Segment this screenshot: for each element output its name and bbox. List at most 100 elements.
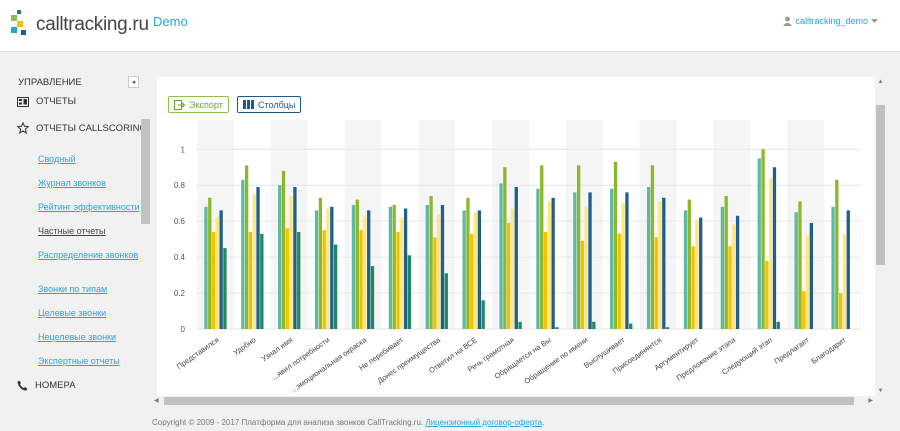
columns-button[interactable]: Столбцы: [237, 96, 302, 113]
scroll-right-arrow[interactable]: ▶: [868, 398, 873, 404]
bar: [507, 222, 511, 329]
bar: [765, 260, 769, 329]
bar: [211, 231, 216, 329]
bar: [396, 231, 400, 329]
x-tick-label: Удобно: [232, 335, 258, 357]
sidebar-item-callscoring[interactable]: ОТЧЕТЫ CALLSCORING: [17, 122, 147, 134]
bar: [330, 206, 334, 329]
bar: [367, 210, 371, 329]
bar: [204, 206, 208, 329]
sidebar-link-expert-reports[interactable]: Экспертные отчеты: [38, 356, 120, 366]
bar: [297, 231, 301, 329]
bar: [215, 217, 219, 329]
columns-button-label: Столбцы: [258, 99, 296, 110]
sidebar-item-label: ОТЧЕТЫ: [36, 96, 77, 107]
bar: [839, 293, 843, 329]
bar: [318, 197, 323, 329]
export-button-label: Экспорт: [189, 99, 223, 110]
bar: [658, 201, 662, 329]
logo-text: calltracking.ru: [36, 14, 149, 35]
bar: [802, 291, 806, 329]
bar: [481, 300, 485, 329]
bar: [761, 149, 765, 329]
user-menu[interactable]: calltracking_demo: [783, 16, 878, 26]
bar: [314, 210, 319, 329]
bar: [662, 197, 666, 329]
main-vertical-scrollbar-thumb[interactable]: [876, 105, 885, 265]
demo-link[interactable]: Demo: [153, 14, 188, 29]
main-horizontal-scrollbar[interactable]: ◀ ▶: [152, 396, 875, 406]
main-horizontal-scrollbar-thumb[interactable]: [164, 397, 854, 405]
logo[interactable]: calltracking.ru: [8, 10, 149, 42]
bar: [466, 197, 470, 329]
category-band: [565, 120, 603, 329]
bar: [573, 192, 577, 329]
sidebar-item-reports[interactable]: ОТЧЕТЫ: [17, 96, 76, 107]
category-band: [197, 120, 234, 329]
scroll-down-arrow[interactable]: ▼: [877, 388, 884, 394]
x-tick-label: Обращение по имени: [522, 335, 589, 386]
scroll-left-arrow[interactable]: ◀: [154, 398, 159, 404]
bar: [769, 178, 773, 329]
bar: [388, 206, 393, 329]
bar: [846, 210, 850, 329]
bar: [724, 195, 728, 329]
bar: [805, 235, 810, 329]
reports-icon: [17, 96, 29, 107]
export-button[interactable]: Экспорт: [168, 96, 229, 113]
bar: [359, 230, 363, 329]
bar: [654, 237, 658, 329]
bar: [610, 188, 614, 329]
scroll-up-arrow[interactable]: ▲: [877, 79, 884, 85]
bar: [580, 240, 585, 329]
sidebar-link-nontarget-calls[interactable]: Нецелевые звонки: [38, 332, 117, 342]
x-tick-label: Благодарит: [810, 335, 849, 366]
bar: [326, 208, 330, 329]
x-tick-label: Представился: [175, 335, 221, 371]
footer-copyright: Copyright © 2009 - 2017 Платформа для ан…: [152, 418, 424, 427]
main-vertical-scrollbar[interactable]: ▲ ▼: [875, 77, 886, 397]
bar: [540, 165, 544, 329]
bar: [518, 321, 522, 329]
sidebar-link-call-log[interactable]: Журнал звонков: [38, 178, 106, 188]
sidebar-link-private-reports[interactable]: Частные отчеты: [38, 226, 106, 236]
sidebar-link-efficiency-rating[interactable]: Рейтинг эффективности: [38, 202, 140, 212]
category-band: [344, 120, 382, 329]
user-name: calltracking_demo: [795, 16, 868, 26]
bar: [248, 231, 253, 329]
sidebar-link-calls-by-type[interactable]: Звонки по типам: [38, 284, 108, 294]
license-link[interactable]: Лицензионный договор-оферта: [425, 418, 543, 427]
bar: [333, 244, 338, 329]
bar: [592, 321, 596, 329]
bar: [440, 204, 445, 329]
sidebar-collapse-button[interactable]: ◂: [128, 76, 139, 88]
bar: [407, 255, 412, 329]
bar: [462, 210, 466, 329]
x-tick-label: Предлагает: [772, 335, 811, 366]
bar: [281, 170, 286, 329]
bar: [370, 266, 375, 329]
category-band: [418, 120, 456, 329]
bar: [437, 213, 441, 329]
y-tick-label: 1: [181, 145, 186, 154]
bar: [400, 217, 404, 329]
sidebar-scrollbar[interactable]: [141, 119, 150, 406]
bar: [687, 199, 691, 329]
bar: [625, 192, 629, 329]
sidebar-item-numbers[interactable]: НОМЕРА: [17, 380, 76, 391]
bar: [757, 158, 761, 329]
sidebar-scrollbar-thumb[interactable]: [141, 119, 150, 224]
columns-icon: [243, 100, 254, 109]
sidebar-link-call-distribution[interactable]: Распределение звонков: [38, 250, 139, 260]
bar: [470, 233, 474, 329]
bar: [223, 248, 227, 329]
bar: [588, 192, 592, 329]
bar: [536, 188, 540, 329]
bar: [629, 323, 633, 329]
bar: [444, 273, 448, 329]
bar: [809, 222, 814, 329]
sidebar-link-target-calls[interactable]: Целевые звонки: [38, 308, 107, 318]
y-tick-label: 0.2: [174, 289, 186, 298]
sidebar-link-summary[interactable]: Сводный: [38, 154, 76, 164]
category-band: [492, 120, 529, 329]
